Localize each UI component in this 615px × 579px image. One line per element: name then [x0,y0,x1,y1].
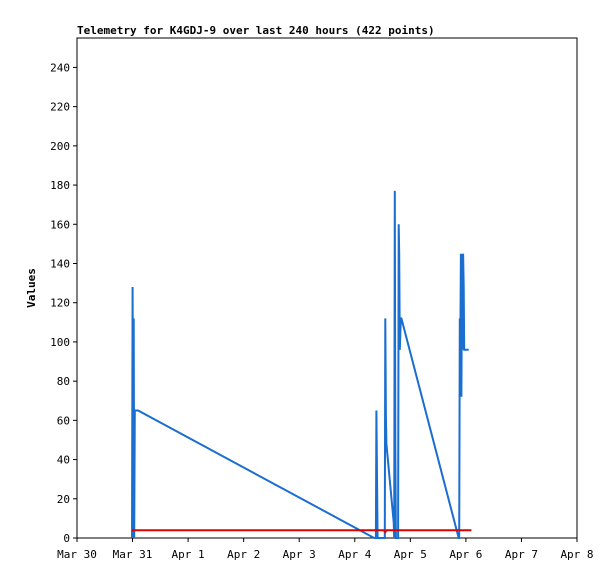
y-tick-label: 160 [50,218,70,231]
series-line-1 [131,190,469,539]
series-line-2 [132,529,472,534]
x-tick-label: Apr 3 [283,548,316,561]
y-tick-label: 40 [57,454,70,467]
x-tick-label: Apr 5 [394,548,427,561]
y-tick-label: 100 [50,336,70,349]
x-tick-label: Apr 6 [449,548,482,561]
y-tick-label: 220 [50,101,70,114]
plot-frame [76,37,578,539]
y-tick-label: 140 [50,257,70,270]
x-tick-label: Apr 8 [560,548,593,561]
x-tick-label: Apr 4 [338,548,371,561]
y-tick-label: 20 [57,493,70,506]
x-axis-ticks: Mar 30 Mar 31 Apr 1 Apr 2 Apr 3 Apr 4 Apr 5 Apr… [57,538,594,561]
y-tick-label: 180 [50,179,70,192]
y-axis-ticks: 0 20 40 60 80 100 120 140 160 180 200 220 240 [50,61,77,545]
chart-title: Telemetry for K4GDJ-9 over last 240 hour… [77,24,435,37]
series-group [131,190,472,539]
y-tick-label: 200 [50,140,70,153]
x-tick-label: Mar 30 [57,548,97,561]
y-tick-label: 60 [57,414,70,427]
x-tick-label: Mar 31 [113,548,153,561]
y-tick-label: 80 [57,375,70,388]
y-tick-label: 240 [50,61,70,74]
x-tick-label: Apr 7 [505,548,538,561]
x-tick-label: Apr 2 [227,548,260,561]
x-tick-label: Apr 1 [172,548,205,561]
y-axis-label: Values [25,268,38,308]
y-tick-label: 120 [50,297,70,310]
y-tick-label: 0 [63,532,70,545]
